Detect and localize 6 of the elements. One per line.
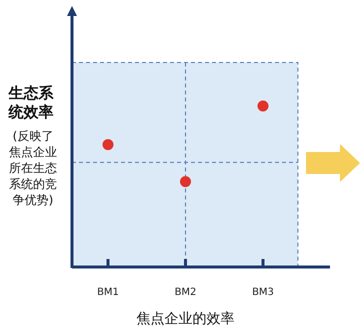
xlabel: 焦点企业的效率 <box>136 311 234 327</box>
annotation: (反映了焦点企业所在生态系统的竞争优势) <box>9 129 57 207</box>
x-tick-label: BM3 <box>252 287 274 298</box>
x-tick-label: BM2 <box>174 287 196 298</box>
x-tick-label: BM1 <box>97 287 119 298</box>
ylabel: 生态系统效率 <box>8 84 54 121</box>
